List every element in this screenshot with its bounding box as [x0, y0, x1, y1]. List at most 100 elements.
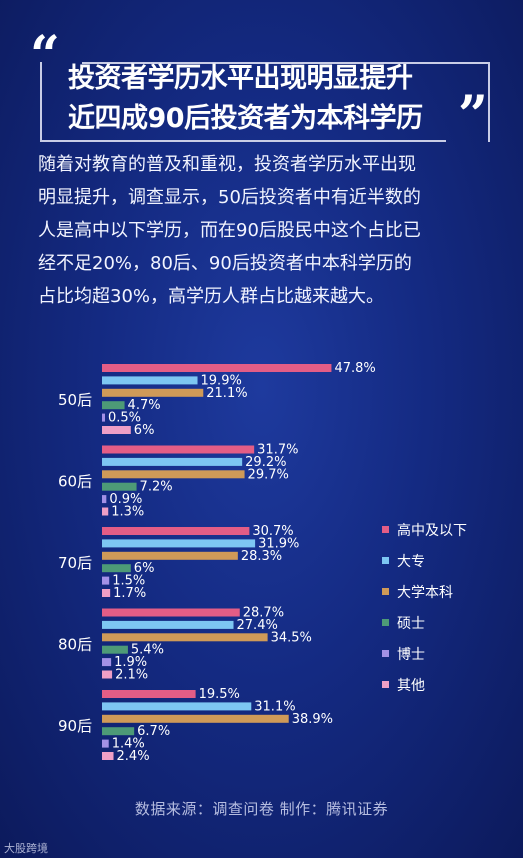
- watermark: 大股跨境: [4, 842, 48, 855]
- legend-label: 硕士: [397, 615, 425, 632]
- data-label: 29.7%: [248, 467, 289, 482]
- description-line: 明显提升，调查显示，50后投资者中有近半数的: [38, 187, 421, 208]
- bar: [102, 482, 137, 491]
- legend-swatch: [382, 650, 389, 657]
- data-label: 27.4%: [237, 618, 278, 633]
- bar: [102, 702, 252, 711]
- bar: [102, 608, 240, 617]
- data-label: 1.3%: [111, 505, 144, 520]
- data-label: 7.2%: [140, 480, 173, 495]
- description-line: 人是高中以下学历，而在90后股民中这个占比已: [38, 220, 421, 241]
- legend-item: 硕士: [382, 607, 467, 638]
- bar: [102, 401, 125, 410]
- legend-swatch: [382, 526, 389, 533]
- data-source: 数据来源：调查问卷 制作：腾讯证券: [134, 800, 389, 818]
- bar: [102, 670, 113, 679]
- data-label: 6.7%: [137, 724, 170, 739]
- category-label: 60后: [58, 473, 92, 491]
- data-label: 1.7%: [113, 586, 146, 601]
- data-label: 31.1%: [254, 699, 295, 714]
- close-quote-icon: ”: [458, 85, 488, 146]
- legend-item: 大学本科: [382, 576, 467, 607]
- bar: [102, 576, 110, 585]
- bar: [102, 589, 111, 597]
- data-label: 28.7%: [243, 606, 284, 621]
- bar: [102, 470, 245, 479]
- bar: [102, 752, 114, 760]
- bar: [102, 539, 256, 548]
- legend-label: 大专: [397, 553, 425, 570]
- data-label: 1.4%: [112, 737, 145, 752]
- description-line: 随着对教育的普及和重视，投资者学历水平出现: [38, 154, 416, 175]
- data-label: 6%: [134, 561, 155, 576]
- bar: [102, 690, 196, 698]
- frame-top: [82, 62, 490, 64]
- bar: [102, 388, 204, 397]
- bar: [102, 376, 198, 385]
- title-line-1: 投资者学历水平出现明显提升: [68, 63, 413, 94]
- data-label: 34.5%: [271, 630, 312, 645]
- chart-legend: 高中及以下 大专 大学本科 硕士 博士 其他: [382, 514, 467, 700]
- category-label: 90后: [58, 717, 92, 735]
- legend-swatch: [382, 681, 389, 688]
- data-label: 1.9%: [114, 655, 147, 670]
- data-label: 47.8%: [334, 361, 375, 376]
- frame-right: [488, 62, 490, 142]
- description-line: 占比均超30%，高学历人群占比越来越大。: [38, 286, 385, 307]
- title-line-2: 近四成90后投资者为本科学历: [68, 103, 423, 134]
- legend-item: 博士: [382, 638, 467, 669]
- bar: [102, 507, 109, 516]
- data-label: 0.5%: [108, 411, 141, 426]
- bar: [102, 633, 268, 642]
- bar: [102, 445, 255, 454]
- data-label: 5.4%: [131, 643, 164, 658]
- legend-label: 大学本科: [397, 584, 453, 601]
- bar: [102, 413, 105, 422]
- data-label: 38.9%: [292, 712, 333, 727]
- data-label: 4.7%: [128, 398, 161, 413]
- bar: [102, 364, 332, 372]
- bar: [102, 495, 107, 504]
- bar: [102, 527, 250, 535]
- education-bar-chart: 50后47.8%19.9%21.1%4.7%0.5%6%60后31.7%29.2…: [58, 361, 376, 764]
- legend-label: 高中及以下: [397, 522, 467, 539]
- legend-label: 其他: [397, 677, 425, 694]
- legend-item: 其他: [382, 669, 467, 700]
- data-label: 1.5%: [112, 574, 145, 589]
- data-label: 0.9%: [109, 492, 142, 507]
- legend-swatch: [382, 588, 389, 595]
- data-label: 2.4%: [117, 749, 150, 764]
- open-quote-icon: “: [30, 25, 60, 86]
- bar: [102, 658, 112, 667]
- frame-left: [40, 62, 42, 142]
- bar: [102, 426, 131, 434]
- frame-bottom: [40, 140, 446, 142]
- data-label: 28.3%: [241, 549, 282, 564]
- legend-swatch: [382, 557, 389, 564]
- bar: [102, 727, 135, 736]
- data-label: 29.2%: [245, 455, 286, 470]
- data-label: 2.1%: [115, 668, 148, 683]
- bar: [102, 564, 131, 573]
- legend-item: 高中及以下: [382, 514, 467, 545]
- data-label: 21.1%: [206, 386, 247, 401]
- bar: [102, 551, 238, 560]
- legend-swatch: [382, 619, 389, 626]
- bar: [102, 714, 289, 723]
- data-label: 19.9%: [201, 373, 242, 388]
- bar: [102, 645, 128, 654]
- category-label: 70后: [58, 554, 92, 572]
- legend-item: 大专: [382, 545, 467, 576]
- legend-label: 博士: [397, 646, 425, 663]
- description: 随着对教育的普及和重视，投资者学历水平出现 明显提升，调查显示，50后投资者中有…: [38, 148, 494, 313]
- bar: [102, 457, 243, 466]
- data-label: 31.7%: [257, 443, 298, 458]
- data-label: 6%: [134, 423, 155, 438]
- data-label: 19.5%: [199, 687, 240, 702]
- data-label: 30.7%: [252, 524, 293, 539]
- bar: [102, 739, 109, 748]
- category-label: 80后: [58, 636, 92, 654]
- description-line: 经不足20%，80后、90后投资者中本科学历的: [38, 253, 412, 274]
- bar: [102, 620, 234, 629]
- data-label: 31.9%: [258, 536, 299, 551]
